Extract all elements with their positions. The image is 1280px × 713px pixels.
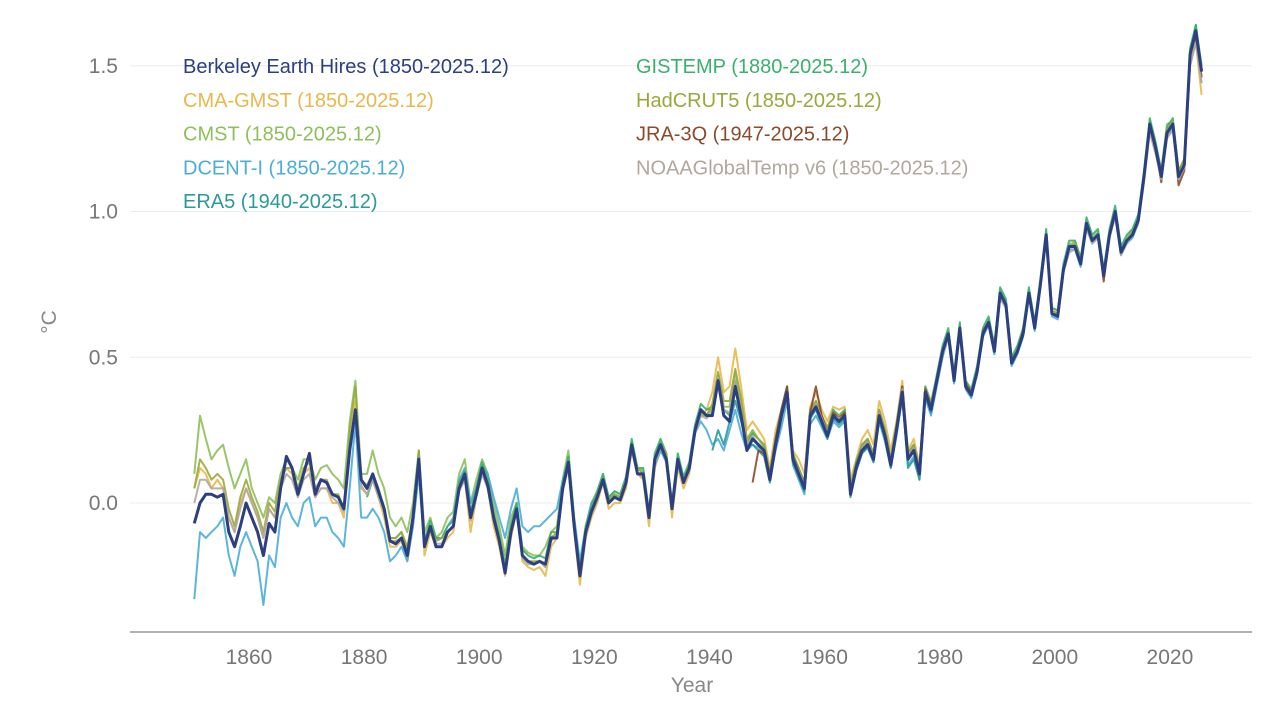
- legend-entry: GISTEMP (1880-2025.12): [636, 56, 868, 78]
- x-tick-label: 1920: [571, 646, 618, 669]
- x-tick-label: 1960: [801, 646, 848, 669]
- legend-entry: HadCRUT5 (1850-2025.12): [636, 90, 882, 112]
- y-axis-ticks: 0.0 0.5 1.0 1.5: [89, 55, 118, 515]
- legend-entry: JRA-3Q (1947-2025.12): [636, 124, 849, 146]
- legend-entry: ERA5 (1940-2025.12): [183, 191, 378, 213]
- x-tick-label: 1940: [686, 646, 733, 669]
- x-tick-label: 1980: [916, 646, 963, 669]
- x-axis-ticks: 1860 1880 1900 1920 1940 1960 1980 2000 2020: [226, 646, 1194, 669]
- legend: Berkeley Earth Hires (1850-2025.12) CMA-G…: [183, 56, 968, 213]
- y-tick-label: 1.0: [89, 201, 118, 224]
- legend-entry: DCENT-I (1850-2025.12): [183, 157, 405, 179]
- y-tick-label: 0.5: [89, 346, 118, 369]
- series-lines: [192, 23, 1204, 606]
- legend-entry: Berkeley Earth Hires (1850-2025.12): [183, 56, 509, 78]
- x-tick-label: 1880: [341, 646, 388, 669]
- x-tick-label: 1900: [456, 646, 503, 669]
- gridlines: [130, 65, 1252, 504]
- x-tick-label: 1860: [226, 646, 273, 669]
- y-tick-label: 1.5: [89, 55, 118, 78]
- legend-entry: CMST (1850-2025.12): [183, 124, 382, 146]
- x-axis-title: Year: [671, 674, 713, 697]
- y-axis-title: °C: [38, 310, 61, 334]
- x-tick-label: 2000: [1031, 646, 1078, 669]
- y-tick-label: 0.0: [89, 492, 118, 515]
- series-line-dcent-i: [193, 32, 1203, 606]
- x-tick-label: 2020: [1147, 646, 1194, 669]
- legend-entry: CMA-GMST (1850-2025.12): [183, 90, 434, 112]
- legend-entry: NOAAGlobalTemp v6 (1850-2025.12): [636, 157, 968, 179]
- series-line-berkeley: [192, 29, 1204, 578]
